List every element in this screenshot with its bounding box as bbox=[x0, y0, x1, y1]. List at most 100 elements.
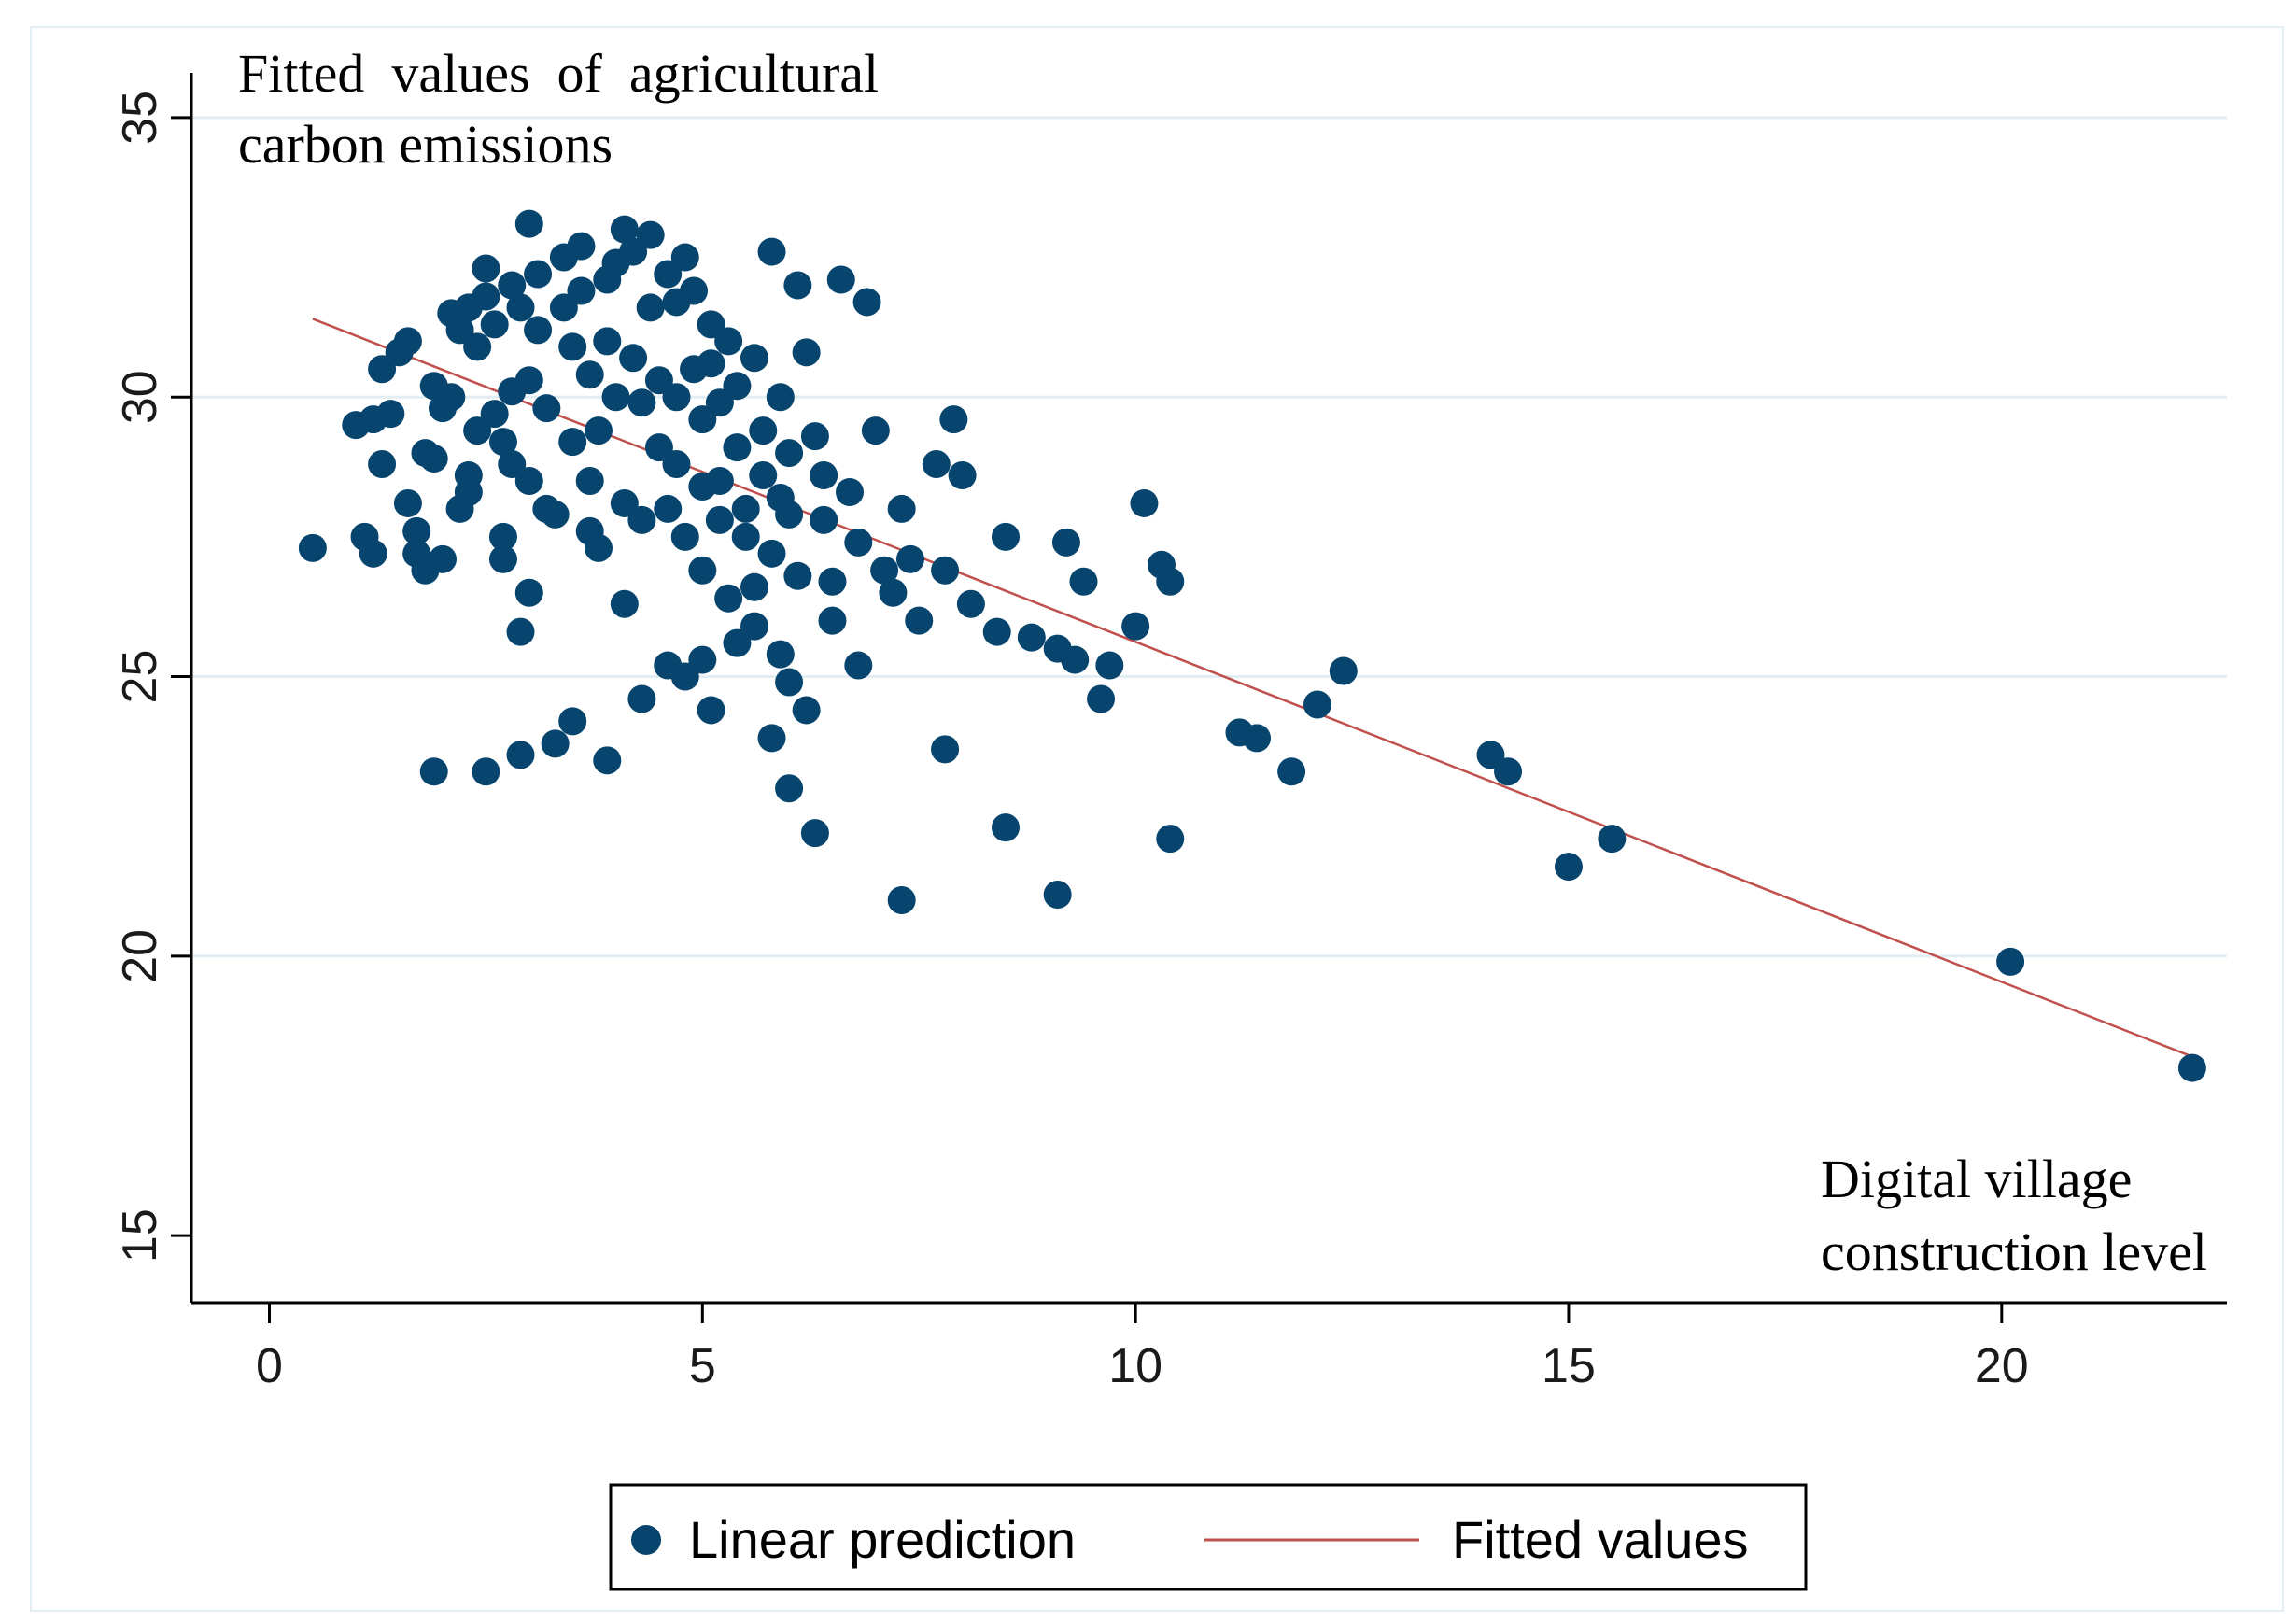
data-point-143 bbox=[627, 684, 656, 713]
data-point-125 bbox=[922, 450, 951, 479]
data-point-71 bbox=[636, 220, 665, 249]
data-point-29 bbox=[472, 254, 500, 283]
x-tick-label-15: 15 bbox=[1542, 1339, 1596, 1393]
data-point-121 bbox=[879, 578, 908, 607]
data-point-68 bbox=[619, 344, 648, 373]
data-point-91 bbox=[705, 505, 734, 534]
x-annotation-line-2: construction level bbox=[1821, 1221, 2207, 1282]
axis-ticks: 15 20 25 30 35 0 5 10 15 20 bbox=[113, 91, 2029, 1393]
data-point-124 bbox=[905, 606, 934, 635]
data-point-5 bbox=[376, 400, 405, 429]
data-point-46 bbox=[532, 394, 561, 423]
data-point-146 bbox=[688, 645, 717, 674]
data-point-119 bbox=[861, 416, 890, 445]
data-point-142 bbox=[558, 707, 587, 736]
data-point-43 bbox=[514, 209, 543, 238]
data-point-39 bbox=[506, 617, 535, 646]
data-point-21 bbox=[445, 316, 474, 345]
data-point-72 bbox=[636, 293, 665, 322]
data-point-129 bbox=[956, 589, 985, 618]
data-point-170 bbox=[1243, 724, 1272, 753]
data-point-155 bbox=[593, 746, 622, 775]
data-point-19 bbox=[437, 383, 466, 412]
data-point-103 bbox=[757, 237, 786, 266]
data-point-96 bbox=[731, 494, 760, 523]
data-point-7 bbox=[368, 355, 397, 384]
data-point-161 bbox=[931, 735, 960, 764]
data-point-145 bbox=[670, 662, 699, 691]
data-point-108 bbox=[783, 561, 812, 590]
data-point-98 bbox=[740, 572, 768, 601]
fitted-line-layer bbox=[312, 318, 2193, 1058]
data-point-149 bbox=[766, 640, 795, 669]
data-point-31 bbox=[480, 400, 509, 429]
data-point-65 bbox=[610, 589, 639, 618]
data-point-51 bbox=[558, 332, 587, 361]
legend-marker-linear-prediction bbox=[631, 1525, 661, 1555]
data-point-45 bbox=[524, 316, 553, 345]
x-tick-label-5: 5 bbox=[689, 1339, 716, 1393]
legend-label-fitted-values: Fitted values bbox=[1452, 1510, 1749, 1569]
data-point-48 bbox=[541, 500, 570, 529]
data-point-40 bbox=[514, 578, 543, 607]
data-point-26 bbox=[463, 416, 492, 445]
data-point-93 bbox=[714, 327, 743, 356]
y-tick-label-15: 15 bbox=[113, 1208, 167, 1263]
data-point-30 bbox=[480, 310, 509, 339]
data-point-82 bbox=[680, 276, 709, 305]
data-point-34 bbox=[488, 544, 517, 573]
data-point-164 bbox=[1087, 684, 1116, 713]
data-point-111 bbox=[800, 422, 829, 451]
data-point-84 bbox=[688, 405, 717, 434]
data-point-115 bbox=[826, 265, 855, 294]
y-tick-label-20: 20 bbox=[113, 929, 167, 983]
data-point-120 bbox=[870, 556, 899, 585]
data-point-99 bbox=[740, 344, 768, 373]
data-point-33 bbox=[488, 522, 517, 551]
legend: Linear prediction Fitted values bbox=[609, 1483, 1808, 1591]
data-point-35 bbox=[498, 450, 527, 479]
data-point-75 bbox=[654, 494, 683, 523]
data-point-95 bbox=[723, 433, 752, 462]
data-point-116 bbox=[836, 477, 865, 506]
data-point-56 bbox=[575, 467, 604, 496]
data-point-102 bbox=[757, 539, 786, 568]
data-point-0 bbox=[298, 533, 327, 562]
data-point-88 bbox=[697, 349, 725, 378]
data-point-59 bbox=[585, 416, 613, 445]
data-point-32 bbox=[488, 428, 517, 457]
data-point-18 bbox=[429, 544, 458, 573]
data-point-2 bbox=[359, 539, 387, 568]
data-point-151 bbox=[792, 696, 821, 725]
y-tick-label-25: 25 bbox=[113, 650, 167, 704]
data-point-163 bbox=[1043, 880, 1072, 909]
data-point-79 bbox=[662, 450, 691, 479]
data-point-136 bbox=[1095, 651, 1124, 680]
data-point-37 bbox=[498, 271, 527, 300]
data-point-127 bbox=[939, 405, 968, 434]
data-point-60 bbox=[593, 327, 622, 356]
grid-lines bbox=[191, 116, 2227, 958]
data-point-174 bbox=[1476, 741, 1505, 769]
data-point-73 bbox=[644, 366, 673, 395]
data-point-126 bbox=[931, 556, 960, 585]
legend-box bbox=[609, 1483, 1808, 1591]
data-point-175 bbox=[1494, 757, 1523, 786]
data-point-87 bbox=[697, 310, 725, 339]
data-point-178 bbox=[1996, 947, 2025, 976]
data-point-154 bbox=[472, 757, 500, 786]
data-point-69 bbox=[627, 388, 656, 417]
data-point-89 bbox=[705, 388, 734, 417]
data-point-162 bbox=[992, 813, 1020, 842]
data-point-109 bbox=[783, 271, 812, 300]
data-point-76 bbox=[654, 260, 683, 289]
data-point-152 bbox=[818, 606, 847, 635]
data-point-118 bbox=[852, 288, 881, 317]
fitted-line bbox=[312, 318, 2193, 1058]
data-point-132 bbox=[1017, 623, 1046, 652]
data-point-70 bbox=[627, 505, 656, 534]
data-point-38 bbox=[506, 293, 535, 322]
data-point-92 bbox=[714, 584, 743, 613]
data-point-131 bbox=[992, 522, 1020, 551]
